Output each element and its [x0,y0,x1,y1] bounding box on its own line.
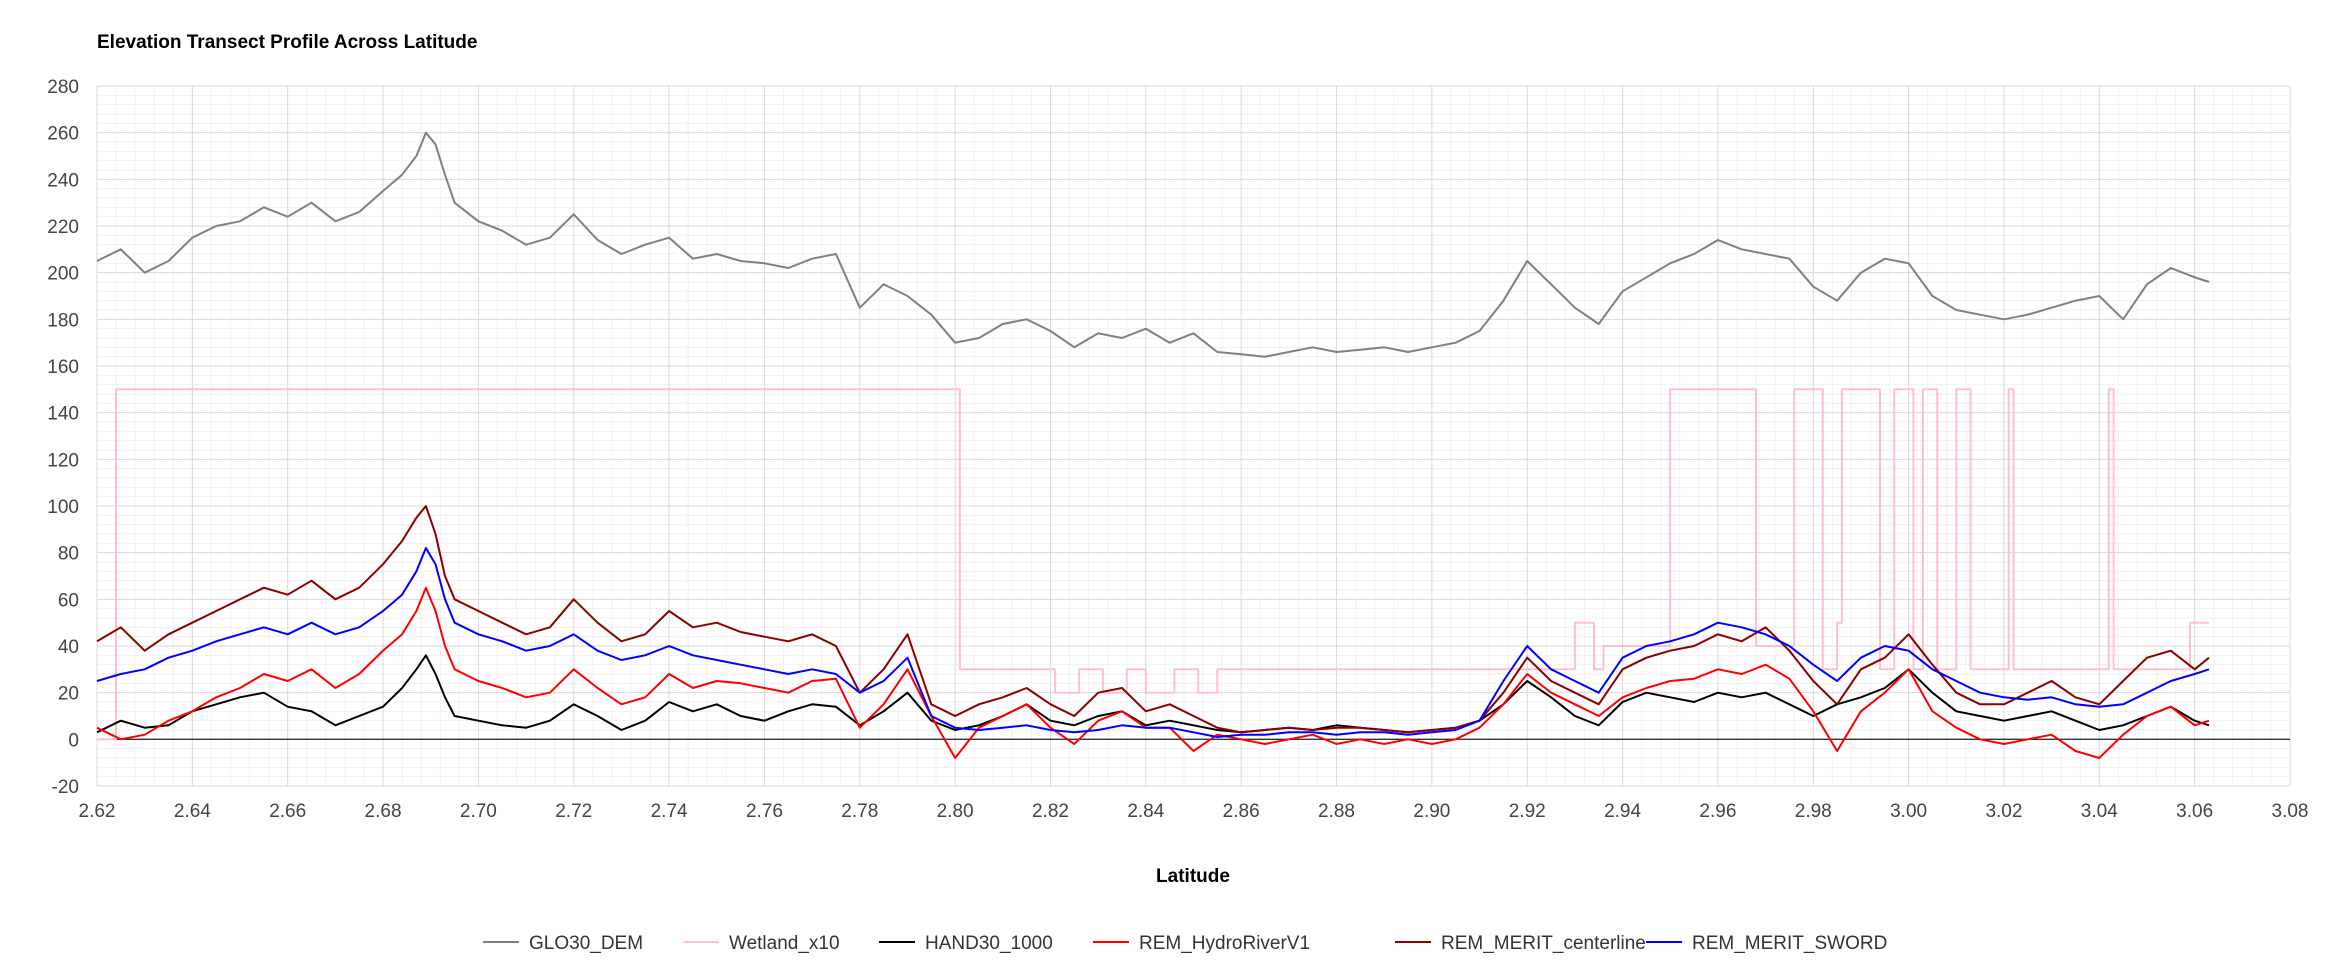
x-tick-label: 2.62 [79,801,116,822]
series-line-rem-merit-centerline [96,505,2210,734]
legend-label: REM_HydroRiverV1 [1139,933,1310,954]
x-tick-label: 2.72 [555,801,592,822]
x-tick-label: 2.86 [1223,801,1260,822]
x-tick-label: 2.66 [269,801,306,822]
y-tick-label: 100 [47,497,79,518]
legend-label: REM_MERIT_centerline [1441,933,1646,954]
y-tick-label: 260 [47,124,79,145]
y-tick-label: 280 [47,77,79,98]
x-tick-label: 3.00 [1890,801,1927,822]
legend-label: Wetland_x10 [729,933,840,954]
series-layer [96,131,2210,759]
x-tick-label: 2.68 [365,801,402,822]
x-tick-label: 2.90 [1413,801,1450,822]
x-tick-label: 2.64 [174,801,211,822]
x-tick-label: 2.88 [1318,801,1355,822]
x-tick-label: 2.76 [746,801,783,822]
series-line-glo30-dem [96,131,2210,358]
legend: GLO30_DEM Wetland_x10 HAND30_1000 REM_Hydro… [483,933,1887,954]
x-tick-label: 2.78 [841,801,878,822]
x-tick-label: 3.02 [1985,801,2022,822]
x-tick-label: 3.06 [2176,801,2213,822]
x-tick-labels: 2.62 2.64 2.66 2.68 2.70 2.72 2.74 2.76 2.78 2.80… [79,801,2309,822]
y-tick-label: 60 [58,590,79,611]
y-tick-label: 200 [47,264,79,285]
series-line-wetland-x10 [97,388,2209,741]
y-tick-label: 40 [58,637,79,658]
y-tick-label: 120 [47,450,79,471]
y-tick-label: 240 [47,170,79,191]
y-tick-label: -20 [52,777,79,798]
legend-label: GLO30_DEM [529,933,643,954]
legend-label: REM_MERIT_SWORD [1692,933,1887,954]
legend-label: HAND30_1000 [925,933,1053,954]
y-tick-label: 220 [47,217,79,238]
series-line-rem-hydroriverv1 [96,586,2210,759]
series-line-rem-merit-sword [96,547,2210,738]
y-tick-labels: 280260240220200180160140120100806040200-… [47,77,79,798]
x-axis-label: Latitude [1156,866,1230,887]
y-tick-label: 160 [47,357,79,378]
x-tick-label: 2.74 [651,801,688,822]
y-tick-label: 180 [47,310,79,331]
x-tick-label: 2.82 [1032,801,1069,822]
x-tick-label: 2.94 [1604,801,1641,822]
x-tick-label: 3.08 [2272,801,2309,822]
x-tick-label: 2.80 [937,801,974,822]
x-tick-label: 2.70 [460,801,497,822]
x-tick-label: 2.96 [1699,801,1736,822]
y-tick-label: 140 [47,404,79,425]
y-tick-label: 20 [58,684,79,705]
y-tick-label: 0 [68,730,79,751]
x-tick-label: 3.04 [2081,801,2118,822]
x-tick-label: 2.84 [1127,801,1164,822]
y-tick-label: 80 [58,544,79,565]
x-tick-label: 2.92 [1509,801,1546,822]
chart-title: Elevation Transect Profile Across Latitu… [97,32,477,53]
x-tick-label: 2.98 [1795,801,1832,822]
